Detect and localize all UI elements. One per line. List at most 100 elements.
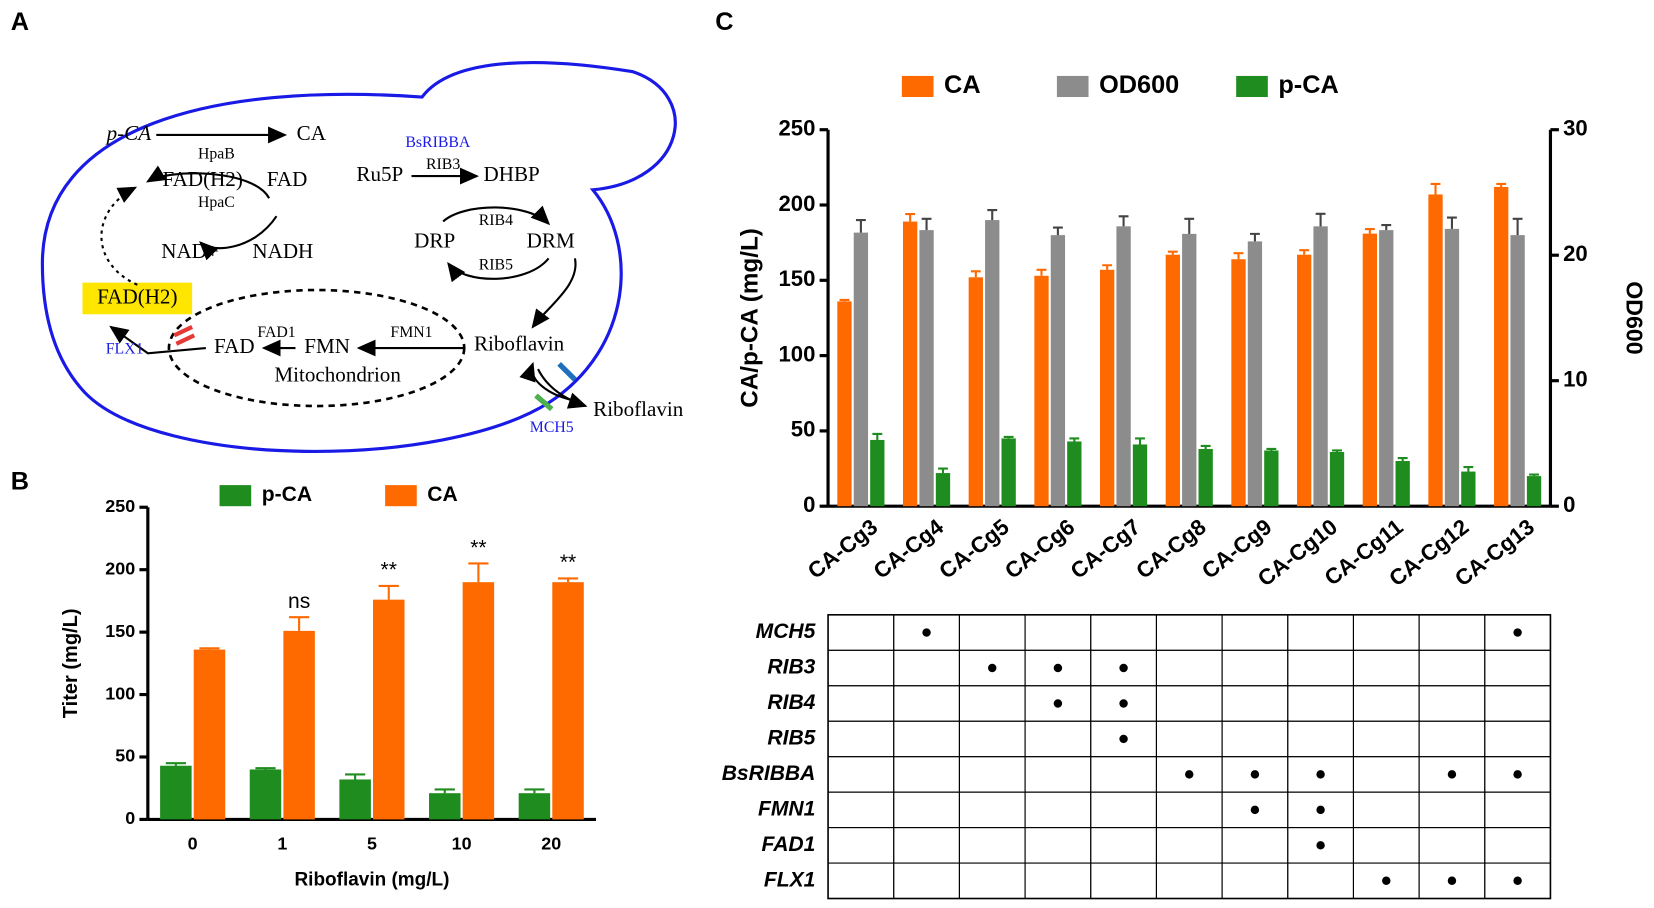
- bar: [853, 232, 869, 507]
- table-cell: [1484, 791, 1551, 829]
- bar: [1362, 233, 1378, 507]
- significance-label: ns: [288, 590, 310, 613]
- table-cell: [893, 685, 960, 722]
- error-bar: [1003, 435, 1014, 439]
- arrow: [109, 325, 206, 355]
- table-cell: [1352, 649, 1420, 687]
- error-bar: [378, 584, 399, 600]
- table-cell: [1155, 685, 1223, 722]
- error-bar: [1447, 216, 1457, 229]
- dot: [1513, 770, 1522, 779]
- table-cell: [1352, 756, 1420, 793]
- table-cell: [1484, 720, 1551, 758]
- table-cell: [893, 791, 960, 829]
- bar: [985, 220, 1000, 507]
- table-cell: [958, 791, 1026, 829]
- bar: [1297, 254, 1312, 507]
- dot: [1447, 876, 1457, 885]
- panel-label: A: [11, 8, 29, 36]
- y-tick-label: 0: [125, 808, 135, 828]
- diagram: p-CA CA HpaB FAD(H2) FAD HpaC NAD+ NADH …: [40, 60, 684, 454]
- row-label: FLX1: [764, 868, 816, 891]
- error-bar: [921, 217, 932, 231]
- bar: [1313, 226, 1328, 507]
- arrow: [199, 215, 278, 261]
- table-cell: [1221, 720, 1289, 758]
- bar: [429, 793, 461, 820]
- error-bar: [872, 432, 883, 440]
- row-label: RIB5: [767, 727, 815, 750]
- bar: [1510, 235, 1525, 507]
- error-bar: [1463, 465, 1474, 472]
- error-bar: [839, 298, 850, 302]
- table-cell: [1352, 720, 1420, 758]
- table-cell: [1352, 685, 1420, 722]
- gene-label: FLX1: [106, 341, 144, 358]
- error-bar: [855, 219, 866, 233]
- bar: [160, 765, 192, 820]
- bar: [1461, 471, 1476, 507]
- arrow: [442, 205, 551, 226]
- table-cell: [1287, 720, 1354, 758]
- bar: [968, 277, 983, 507]
- y-tick-label: 0: [803, 492, 815, 517]
- error-bar: [1430, 182, 1441, 195]
- y-tick-label: 100: [778, 341, 815, 366]
- y2-tick-label: 30: [1563, 116, 1588, 141]
- arrow: [100, 186, 138, 286]
- y-tick-label: 100: [105, 683, 135, 703]
- bar: [1100, 269, 1115, 507]
- row-label: BsRIBBA: [722, 762, 816, 785]
- y-tick-label: 200: [778, 191, 815, 216]
- bar: [1067, 441, 1082, 507]
- y-tick-label: 50: [791, 417, 816, 442]
- transporter: [173, 325, 196, 346]
- dot: [1316, 841, 1325, 850]
- y2-tick-label: 10: [1563, 367, 1588, 392]
- table-cell: [827, 827, 895, 864]
- table-cell: [1090, 827, 1157, 864]
- bar: [462, 582, 495, 820]
- bar: [1198, 448, 1213, 507]
- error-bar: [905, 212, 916, 222]
- row-label: FAD1: [762, 833, 816, 856]
- table-cell: [1352, 827, 1420, 864]
- table-cell: [827, 756, 895, 793]
- error-bar: [1397, 456, 1408, 462]
- table-cell: [1155, 791, 1223, 829]
- bar: [1034, 275, 1049, 507]
- table-cell: [1024, 614, 1092, 651]
- arrow: [146, 165, 271, 199]
- error-bar: [987, 208, 998, 221]
- node-label: FAD: [267, 167, 308, 191]
- table-cell: [1484, 862, 1551, 900]
- table-cell: [1418, 791, 1486, 829]
- error-bar: [970, 270, 981, 278]
- table-cell: [893, 827, 960, 864]
- bar: [1116, 226, 1131, 507]
- bar: [935, 473, 951, 507]
- legend-label: CA: [427, 483, 457, 506]
- dot: [1119, 699, 1128, 708]
- arrow: [531, 258, 577, 329]
- bar: [1132, 444, 1148, 507]
- table-cell: [958, 720, 1026, 758]
- table-cell: [1155, 720, 1223, 758]
- node-label: DRP: [414, 228, 455, 252]
- table-cell: [1352, 614, 1420, 651]
- table-cell: [1090, 791, 1157, 829]
- table-cell: [1418, 720, 1486, 758]
- dot: [1185, 770, 1194, 779]
- y-tick-label: 250: [105, 496, 135, 516]
- node-label: NAD+: [161, 239, 219, 263]
- error-bar: [1135, 437, 1145, 445]
- legend-swatch: [1056, 75, 1089, 98]
- error-bar: [524, 788, 545, 794]
- error-bar: [938, 467, 948, 474]
- error-bar: [289, 616, 310, 631]
- table-cell: [1484, 649, 1551, 687]
- node-label: FAD(H2): [97, 284, 177, 308]
- x-tick-label: CA-Cg4: [869, 514, 949, 584]
- bar: [1001, 438, 1016, 507]
- table-cell: [1024, 720, 1092, 758]
